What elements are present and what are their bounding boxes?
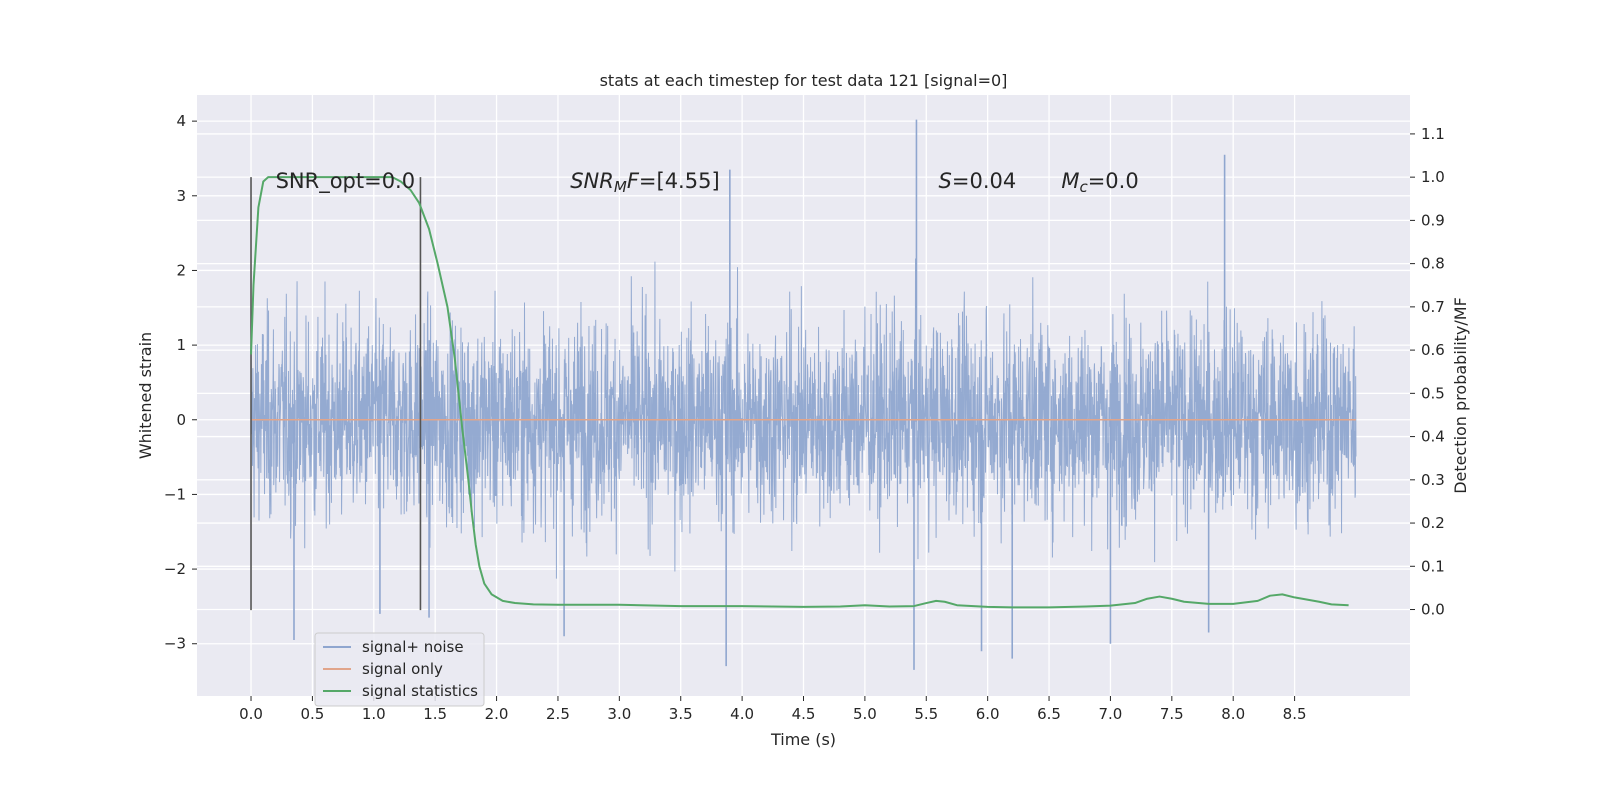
legend-entry: signal only xyxy=(362,660,443,678)
y-axis-right-label: Detection probability/MF xyxy=(1451,297,1470,494)
legend: signal+ noise signal only signal statistic… xyxy=(314,632,485,707)
annotation-part: =[4.55] xyxy=(639,169,720,193)
y-right-tick-label: 1.0 xyxy=(1421,168,1445,186)
annotation-part: c xyxy=(1079,178,1088,196)
x-tick-label: 6.5 xyxy=(1037,705,1061,723)
y-right-tick-label: 0.2 xyxy=(1421,514,1445,532)
signal-plus-noise-trace xyxy=(250,258,1357,579)
annotation-part: M xyxy=(1061,169,1079,193)
x-tick-label: 1.5 xyxy=(423,705,447,723)
annotation: S=0.04 xyxy=(939,169,1017,193)
x-tick-label: 0.5 xyxy=(300,705,324,723)
x-tick-label: 2.0 xyxy=(485,705,509,723)
x-tick-label: 5.5 xyxy=(914,705,938,723)
vertical-lines xyxy=(250,177,422,611)
annotation: SNRMF=[4.55] xyxy=(570,169,719,196)
y-tick-label: 3 xyxy=(176,187,186,205)
y-right-tick-label: 0.7 xyxy=(1421,298,1445,316)
y-tick-label: −3 xyxy=(164,635,186,653)
x-tick-label: 6.0 xyxy=(976,705,1000,723)
annotation-part: =0.04 xyxy=(952,169,1016,193)
y-right-tick-label: 0.0 xyxy=(1421,601,1445,619)
x-tick-label: 8.0 xyxy=(1221,705,1245,723)
y-right-tick-label: 1.1 xyxy=(1421,125,1445,143)
y-right-tick-label: 0.3 xyxy=(1421,471,1445,489)
series-signal-plus-noise xyxy=(250,119,1357,670)
y-tick-label: 2 xyxy=(176,261,186,279)
y-right-tick-label: 0.1 xyxy=(1421,557,1445,575)
x-tick-label: 3.0 xyxy=(607,705,631,723)
chart-title: stats at each timestep for test data 121… xyxy=(600,71,1008,90)
y-tick-label: −1 xyxy=(164,485,186,503)
annotation-part: SNR xyxy=(570,169,614,193)
annotation-part: F xyxy=(627,169,640,193)
x-axis-label: Time (s) xyxy=(770,730,836,749)
y-tick-label: 0 xyxy=(176,411,186,429)
x-tick-label: 7.0 xyxy=(1099,705,1123,723)
x-tick-label: 4.5 xyxy=(792,705,816,723)
x-tick-label: 8.5 xyxy=(1283,705,1307,723)
annotation: SNR_opt=0.0 xyxy=(276,169,416,194)
annotation-part: SNR_opt=0.0 xyxy=(276,169,416,194)
x-tick-label: 0.0 xyxy=(239,705,263,723)
legend-entry: signal+ noise xyxy=(362,638,464,656)
annotation-part: S xyxy=(939,169,952,193)
annotations: SNR_opt=0.0 SNRMF=[4.55] S=0.04 Mc=0.0 xyxy=(276,169,1139,196)
annotation-part: =0.0 xyxy=(1088,169,1139,193)
y-right-tick-label: 0.9 xyxy=(1421,211,1445,229)
x-tick-label: 3.5 xyxy=(669,705,693,723)
axis-ticks: 0.0 0.5 1.0 1.5 2.0 2.5 3.0 3.5 4.0 4.5 5.0 5.5 6.0 6… xyxy=(164,112,1445,723)
y-right-tick-label: 0.6 xyxy=(1421,341,1445,359)
x-tick-label: 7.5 xyxy=(1160,705,1184,723)
plot-content xyxy=(250,119,1357,670)
y-tick-label: −2 xyxy=(164,560,186,578)
signal-statistics-line xyxy=(250,176,1349,609)
y-tick-label: 4 xyxy=(176,112,186,130)
y-right-tick-label: 0.4 xyxy=(1421,428,1445,446)
y-right-tick-label: 0.8 xyxy=(1421,255,1445,273)
x-tick-label: 2.5 xyxy=(546,705,570,723)
y-right-tick-label: 0.5 xyxy=(1421,384,1445,402)
x-tick-label: 1.0 xyxy=(362,705,386,723)
x-tick-label: 5.0 xyxy=(853,705,877,723)
y-tick-label: 1 xyxy=(176,336,186,354)
legend-entry: signal statistics xyxy=(362,682,478,700)
legend-box xyxy=(314,632,485,707)
annotation-part: M xyxy=(614,178,627,196)
series-signal-statistics xyxy=(250,176,1349,609)
y-axis-label: Whitened strain xyxy=(136,332,155,459)
annotation: Mc=0.0 xyxy=(1061,169,1138,196)
x-tick-label: 4.0 xyxy=(730,705,754,723)
